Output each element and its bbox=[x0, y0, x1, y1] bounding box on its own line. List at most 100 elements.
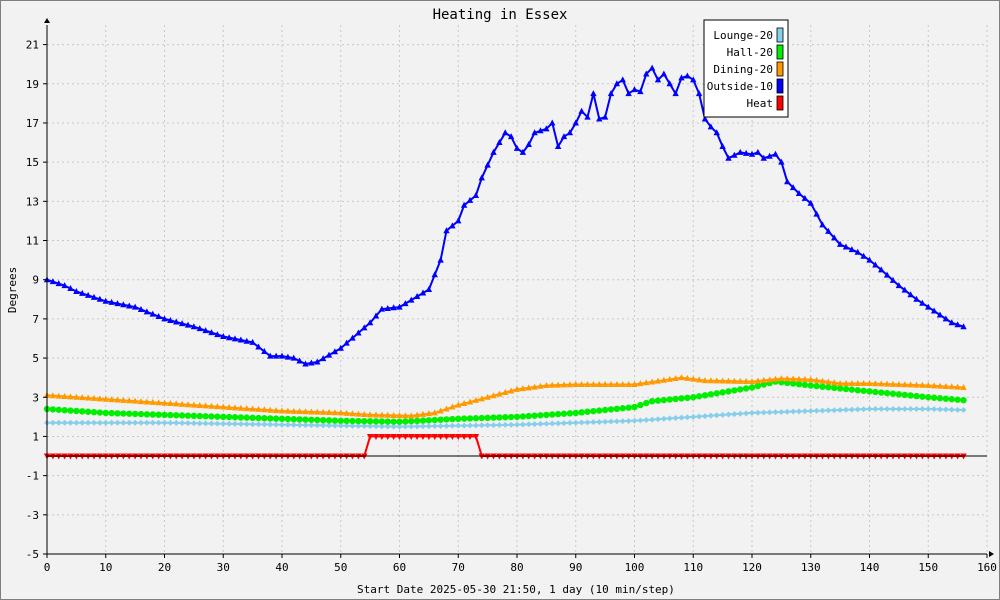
data-point-dining-20 bbox=[61, 392, 68, 399]
data-point-lounge-20 bbox=[719, 411, 726, 418]
series-line-outside-10 bbox=[46, 67, 964, 365]
data-point-outside-10 bbox=[67, 285, 74, 292]
data-point-lounge-20 bbox=[625, 417, 632, 424]
data-point-lounge-20 bbox=[584, 419, 591, 426]
data-point-hall-20 bbox=[960, 396, 967, 404]
data-point-outside-10 bbox=[296, 357, 303, 364]
data-point-dining-20 bbox=[437, 407, 444, 414]
data-point-hall-20 bbox=[560, 410, 568, 417]
y-tick-label: 1 bbox=[32, 430, 39, 443]
data-point-hall-20 bbox=[49, 406, 57, 413]
data-point-lounge-20 bbox=[778, 408, 785, 415]
data-point-hall-20 bbox=[231, 414, 239, 421]
data-point-hall-20 bbox=[190, 412, 198, 420]
data-point-outside-10 bbox=[126, 302, 133, 309]
data-point-dining-20 bbox=[578, 381, 585, 388]
data-point-outside-10 bbox=[872, 261, 879, 268]
data-point-outside-10 bbox=[572, 119, 579, 126]
data-point-hall-20 bbox=[431, 416, 438, 424]
data-point-outside-10 bbox=[496, 139, 503, 146]
data-point-heat bbox=[390, 433, 397, 440]
data-point-lounge-20 bbox=[132, 419, 139, 426]
data-point-hall-20 bbox=[343, 417, 350, 425]
y-tick-label: 19 bbox=[26, 78, 39, 91]
data-point-outside-10 bbox=[631, 86, 638, 93]
x-tick-label: 40 bbox=[275, 561, 288, 574]
data-point-dining-20 bbox=[731, 377, 738, 384]
data-point-lounge-20 bbox=[860, 406, 867, 413]
data-point-hall-20 bbox=[478, 414, 485, 422]
data-point-dining-20 bbox=[384, 411, 391, 418]
data-point-outside-10 bbox=[79, 289, 86, 296]
data-point-lounge-20 bbox=[796, 408, 802, 415]
data-point-lounge-20 bbox=[484, 422, 491, 429]
data-point-hall-20 bbox=[361, 417, 368, 425]
data-point-hall-20 bbox=[701, 392, 709, 399]
data-point-hall-20 bbox=[883, 389, 891, 397]
data-point-hall-20 bbox=[196, 412, 203, 420]
data-point-dining-20 bbox=[343, 409, 350, 416]
data-point-lounge-20 bbox=[73, 419, 80, 426]
data-point-lounge-20 bbox=[637, 417, 644, 424]
x-tick-label: 110 bbox=[683, 561, 703, 574]
data-point-lounge-20 bbox=[766, 409, 773, 416]
data-point-hall-20 bbox=[73, 407, 80, 415]
data-point-hall-20 bbox=[178, 412, 186, 419]
data-point-dining-20 bbox=[842, 380, 850, 387]
data-point-lounge-20 bbox=[226, 420, 233, 427]
data-point-dining-20 bbox=[725, 377, 732, 384]
data-point-lounge-20 bbox=[396, 423, 403, 430]
data-point-lounge-20 bbox=[173, 419, 180, 426]
data-point-hall-20 bbox=[102, 409, 109, 417]
data-point-hall-20 bbox=[930, 394, 938, 401]
data-point-outside-10 bbox=[860, 252, 867, 259]
y-tick-label: 7 bbox=[32, 313, 39, 326]
data-point-hall-20 bbox=[895, 391, 903, 398]
x-tick-label: 100 bbox=[625, 561, 645, 574]
data-point-outside-10 bbox=[396, 303, 403, 310]
data-point-outside-10 bbox=[795, 189, 803, 196]
data-point-lounge-20 bbox=[866, 406, 873, 413]
data-point-lounge-20 bbox=[220, 420, 227, 427]
data-point-hall-20 bbox=[378, 418, 386, 425]
data-point-lounge-20 bbox=[361, 423, 368, 430]
data-point-hall-20 bbox=[314, 416, 321, 424]
data-point-lounge-20 bbox=[355, 422, 362, 429]
data-point-hall-20 bbox=[760, 381, 767, 388]
y-tick-label: 3 bbox=[32, 391, 39, 404]
data-point-hall-20 bbox=[543, 411, 550, 419]
data-point-lounge-20 bbox=[508, 421, 515, 428]
data-point-outside-10 bbox=[267, 352, 274, 359]
data-point-dining-20 bbox=[566, 381, 574, 388]
data-point-lounge-20 bbox=[67, 419, 74, 426]
data-point-outside-10 bbox=[825, 227, 832, 234]
data-point-outside-10 bbox=[437, 256, 444, 263]
data-point-lounge-20 bbox=[102, 419, 109, 426]
data-point-hall-20 bbox=[290, 416, 297, 423]
data-point-hall-20 bbox=[684, 394, 691, 402]
data-point-dining-20 bbox=[637, 380, 644, 387]
data-point-lounge-20 bbox=[496, 421, 503, 428]
data-point-hall-20 bbox=[466, 415, 474, 422]
data-point-dining-20 bbox=[713, 377, 720, 384]
data-point-hall-20 bbox=[678, 395, 685, 402]
data-point-outside-10 bbox=[643, 70, 650, 77]
data-point-lounge-20 bbox=[784, 408, 791, 415]
data-point-hall-20 bbox=[366, 418, 374, 425]
data-point-lounge-20 bbox=[202, 420, 209, 427]
data-point-outside-10 bbox=[314, 358, 321, 365]
data-point-hall-20 bbox=[220, 413, 227, 421]
data-point-lounge-20 bbox=[290, 421, 297, 428]
data-point-hall-20 bbox=[878, 389, 885, 396]
series-outside-10 bbox=[43, 64, 967, 367]
series-dining-20 bbox=[43, 374, 967, 419]
data-point-dining-20 bbox=[901, 381, 908, 388]
data-point-outside-10 bbox=[507, 133, 515, 140]
data-point-dining-20 bbox=[284, 407, 292, 414]
data-point-dining-20 bbox=[249, 405, 256, 412]
data-point-lounge-20 bbox=[179, 420, 186, 427]
data-point-dining-20 bbox=[754, 377, 762, 384]
data-point-dining-20 bbox=[261, 406, 268, 413]
data-point-hall-20 bbox=[143, 411, 151, 418]
